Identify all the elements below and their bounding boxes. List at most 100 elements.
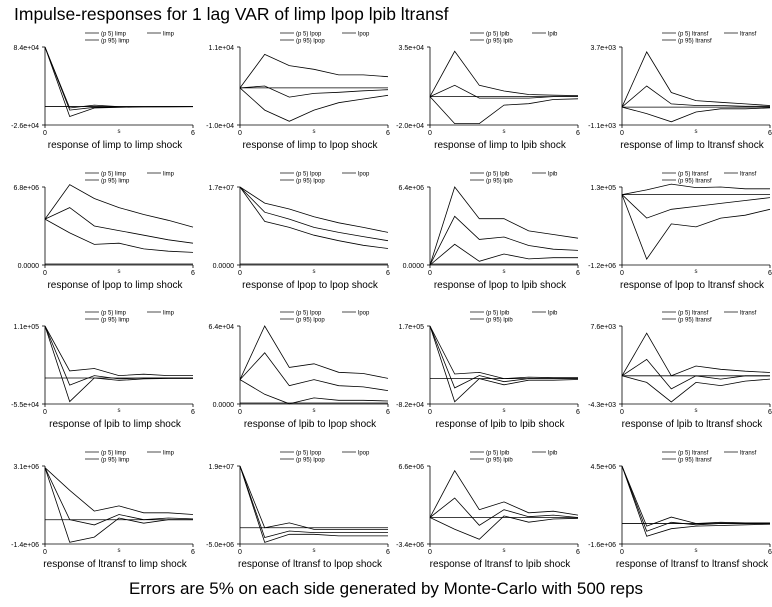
x-tick-label: 6 (576, 130, 580, 137)
legend-entry: (p 95) limp (101, 458, 130, 464)
panel-title: response of ltransf to limp shock (43, 559, 187, 570)
x-tick-label: 0 (43, 549, 47, 556)
legend-entry: (p 5) limp (101, 451, 127, 457)
x-tick-label: 0 (238, 409, 242, 416)
panel-title: response of lpop to ltransf shock (620, 280, 765, 291)
series-line (44, 325, 193, 403)
series-line (239, 53, 389, 89)
x-axis-label: s (503, 408, 506, 414)
x-axis-label: s (313, 408, 316, 414)
y-tick-label: 4.5e+06 (591, 464, 617, 471)
y-tick-label: 1.9e+07 (209, 464, 235, 471)
panel-11: (p 5) lpib lpib (p 95) lpib 1.7e+05 -8.2e+04… (396, 311, 580, 431)
x-tick-label: 0 (428, 549, 432, 556)
series-line (239, 379, 389, 405)
legend-entry: (p 95) limp (101, 39, 130, 45)
legend-entry: (p 95) limp (101, 179, 130, 185)
series-line (429, 497, 579, 526)
x-tick-label: 0 (620, 130, 624, 137)
panel-9: (p 5) limp limp (p 95) limp 1.1e+05 -5.5e+04… (11, 311, 195, 431)
legend-entry: (p 5) lpib (486, 172, 510, 178)
series-line (44, 218, 194, 253)
x-tick-label: 0 (620, 549, 624, 556)
panel-title: response of lpib to lpop shock (244, 419, 377, 430)
x-tick-label: 6 (768, 270, 772, 277)
x-axis-label: s (118, 408, 121, 414)
legend-entry: (p 5) lpop (296, 32, 322, 38)
y-tick-label: 3.5e+04 (399, 45, 425, 52)
series-line (239, 85, 389, 98)
panel-title: response of lpib to ltransf shock (622, 419, 764, 430)
x-axis-label: s (695, 269, 698, 275)
x-tick-label: 0 (43, 409, 47, 416)
legend-entry: (p 95) lpop (296, 318, 325, 324)
legend-entry: ltransf (740, 451, 757, 457)
x-axis-label: s (503, 269, 506, 275)
panel-title: response of lpop to lpib shock (434, 280, 567, 291)
legend-entry: lpop (358, 172, 370, 178)
legend-entry: lpib (548, 311, 558, 317)
panel-15: (p 5) lpib lpib (p 95) lpib 6.6e+06 -3.4e+06… (396, 451, 580, 571)
panel-title: response of lpib to limp shock (49, 419, 182, 430)
series-line (621, 375, 771, 403)
x-tick-label: 6 (191, 270, 195, 277)
y-tick-label: 1.1e+04 (209, 45, 235, 52)
series-line (429, 50, 579, 97)
legend-entry: (p 95) limp (101, 318, 130, 324)
series-line (44, 467, 194, 526)
series-line (44, 46, 194, 111)
series-line (621, 51, 771, 108)
series-line (621, 465, 771, 537)
y-tick-label: -2.0e+04 (396, 123, 424, 130)
legend-entry: lpib (548, 172, 558, 178)
y-tick-label: -3.4e+06 (396, 542, 424, 549)
legend-entry: (p 95) lpib (486, 179, 513, 185)
y-tick-label: 0.0000 (18, 263, 40, 270)
y-tick-label: -1.4e+06 (11, 542, 39, 549)
legend-entry: (p 5) lpib (486, 451, 510, 457)
series-line (44, 46, 194, 118)
series-line (429, 469, 579, 518)
panel-title: response of lpop to limp shock (47, 280, 183, 291)
panel-14: (p 5) lpop lpop (p 95) lpop 1.9e+07 -5.0e+06… (206, 451, 390, 571)
x-tick-label: 0 (238, 130, 242, 137)
legend-entry: (p 95) lpop (296, 179, 325, 185)
x-tick-label: 0 (428, 130, 432, 137)
legend-entry: (p 5) lpop (296, 172, 322, 178)
legend-entry: limp (163, 451, 175, 457)
y-tick-label: -1.1e+03 (588, 123, 616, 130)
series-line (429, 325, 578, 380)
legend-entry: (p 5) limp (101, 172, 127, 178)
series-line (429, 186, 579, 266)
series-line (239, 186, 389, 242)
legend-entry: lpib (548, 32, 558, 38)
series-line (239, 186, 389, 233)
y-tick-label: 1.7e+07 (209, 185, 235, 192)
x-tick-label: 6 (386, 130, 390, 137)
legend-entry: ltransf (740, 311, 757, 317)
legend-entry: (p 95) ltransf (678, 458, 712, 464)
y-tick-label: 1.7e+05 (399, 324, 425, 331)
legend-entry: (p 5) ltransf (678, 172, 709, 178)
panel-12: (p 5) ltransf ltransf (p 95) ltransf 7.6e+0… (588, 311, 772, 431)
x-axis-label: s (503, 548, 506, 554)
series-line (239, 352, 389, 391)
series-line (44, 207, 194, 244)
legend-entry: (p 95) lpop (296, 458, 325, 464)
series-line (621, 465, 770, 532)
x-axis-label: s (313, 269, 316, 275)
panel-title: response of ltransf to lpib shock (430, 559, 572, 570)
x-axis-label: s (695, 408, 698, 414)
series-line (429, 96, 579, 124)
series-line (239, 87, 389, 122)
legend-entry: limp (163, 311, 175, 317)
x-tick-label: 0 (238, 549, 242, 556)
legend-entry: (p 95) lpib (486, 318, 513, 324)
series-line (44, 325, 193, 386)
y-tick-label: -2.6e+04 (11, 123, 39, 130)
series-line (429, 243, 578, 266)
